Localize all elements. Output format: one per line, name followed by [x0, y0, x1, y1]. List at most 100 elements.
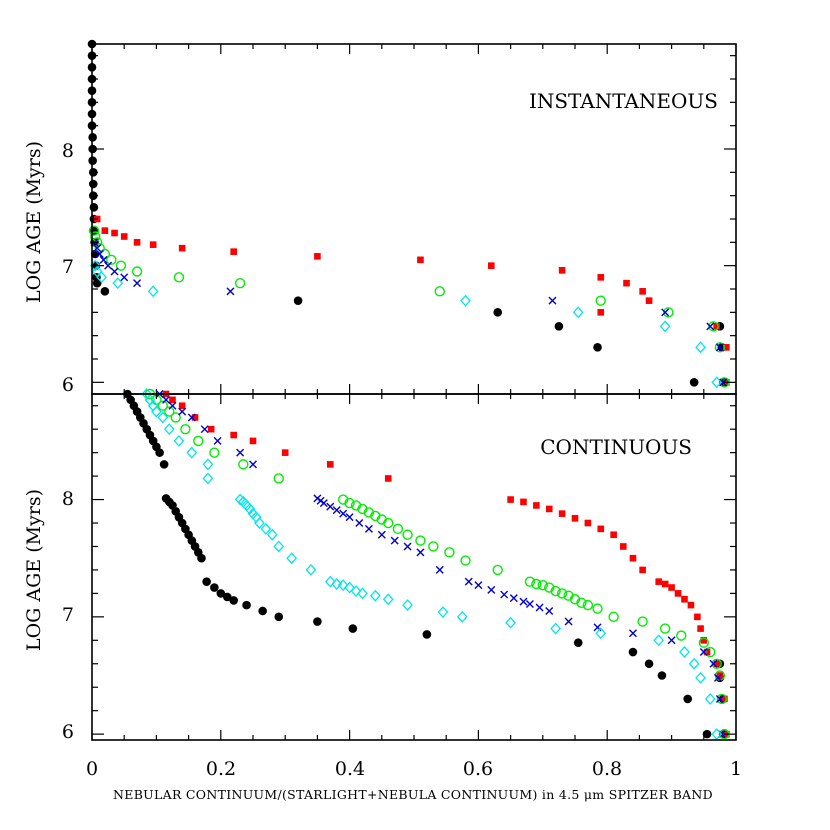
- data-point: [695, 341, 706, 354]
- data-point: [193, 435, 204, 447]
- data-point: [314, 253, 321, 260]
- data-point: [592, 603, 603, 614]
- data-point: [422, 630, 432, 639]
- data-point: [88, 225, 100, 236]
- data-point: [133, 239, 141, 246]
- data-point: [608, 611, 619, 623]
- data-point: [337, 579, 349, 592]
- data-point: [582, 599, 594, 611]
- data-point: [210, 583, 219, 592]
- data-point: [704, 692, 716, 705]
- data-point: [230, 431, 237, 439]
- data-point: [637, 616, 648, 627]
- data-point: [689, 378, 699, 387]
- data-point: [202, 472, 214, 485]
- data-point: [545, 606, 554, 615]
- data-point: [571, 515, 579, 522]
- data-point: [661, 580, 669, 588]
- data-point: [110, 267, 119, 276]
- data-point: [456, 610, 468, 623]
- data-point: [597, 525, 605, 533]
- data-point: [382, 593, 394, 606]
- data-point: [628, 629, 637, 638]
- data-point: [258, 606, 267, 616]
- x-tick-label: 1: [730, 758, 742, 780]
- data-point: [202, 458, 214, 471]
- data-point: [703, 648, 711, 656]
- data-point: [509, 594, 518, 603]
- data-point: [492, 564, 503, 576]
- data-point: [629, 554, 637, 562]
- y-tick-label: 6: [62, 721, 74, 743]
- data-point: [345, 513, 354, 522]
- y-tick-label: 7: [62, 604, 74, 626]
- data-point: [639, 566, 646, 574]
- data-point: [679, 646, 690, 659]
- data-point: [120, 273, 129, 282]
- data-point: [286, 552, 298, 565]
- data-point: [711, 376, 723, 389]
- data-point: [149, 241, 157, 248]
- data-point: [93, 244, 102, 253]
- data-point: [326, 461, 334, 468]
- data-point: [99, 255, 108, 264]
- data-point: [698, 637, 709, 648]
- data-point: [694, 613, 701, 621]
- data-point: [667, 636, 676, 645]
- data-point: [558, 267, 566, 274]
- panel-continuous: CONTINUOUS LOG AGE (Myrs) 6 7 8: [23, 388, 737, 743]
- data-point: [659, 623, 671, 634]
- data-point: [403, 542, 412, 551]
- data-point: [332, 506, 341, 515]
- x-tick-label: 0.6: [463, 758, 493, 780]
- data-point: [273, 540, 285, 553]
- data-point: [715, 343, 724, 352]
- data-point: [104, 261, 113, 270]
- data-point: [487, 262, 495, 269]
- data-point: [699, 648, 708, 657]
- data-point: [535, 603, 544, 612]
- data-point: [524, 576, 536, 587]
- data-point: [266, 528, 278, 541]
- data-point: [595, 295, 606, 306]
- data-point: [460, 555, 471, 566]
- data-point: [96, 271, 108, 284]
- data-point: [659, 320, 671, 333]
- data-point: [593, 343, 602, 352]
- x-tick-label: 0: [86, 758, 98, 780]
- data-point: [655, 578, 663, 585]
- data-point: [715, 694, 724, 703]
- data-point: [281, 449, 289, 456]
- data-point: [357, 587, 368, 600]
- data-point: [157, 411, 169, 424]
- data-point: [173, 434, 185, 447]
- data-point: [644, 659, 654, 669]
- data-point: [170, 412, 181, 423]
- data-point: [168, 401, 177, 410]
- data-point: [525, 599, 534, 608]
- x-axis-title: NEBULAR CONTINUUM/(STARLIGHT+NEBULA CONT…: [113, 787, 713, 802]
- data-point: [94, 242, 105, 254]
- data-point: [653, 634, 665, 647]
- data-point: [545, 505, 553, 513]
- data-point: [229, 596, 238, 605]
- data-point: [197, 553, 206, 563]
- data-point: [597, 309, 605, 316]
- data-point: [392, 523, 404, 535]
- data-point: [428, 541, 439, 552]
- data-point: [120, 233, 128, 240]
- data-point: [202, 577, 211, 586]
- data-point: [550, 585, 561, 597]
- data-point: [531, 578, 542, 590]
- data-point: [111, 229, 118, 237]
- data-point: [238, 459, 249, 470]
- data-point: [350, 585, 362, 598]
- data-point: [180, 423, 191, 435]
- data-point: [628, 647, 638, 657]
- data-point: [683, 694, 692, 704]
- data-point: [92, 278, 102, 288]
- data-point: [369, 589, 381, 602]
- data-point: [713, 660, 720, 668]
- data-point: [702, 729, 712, 739]
